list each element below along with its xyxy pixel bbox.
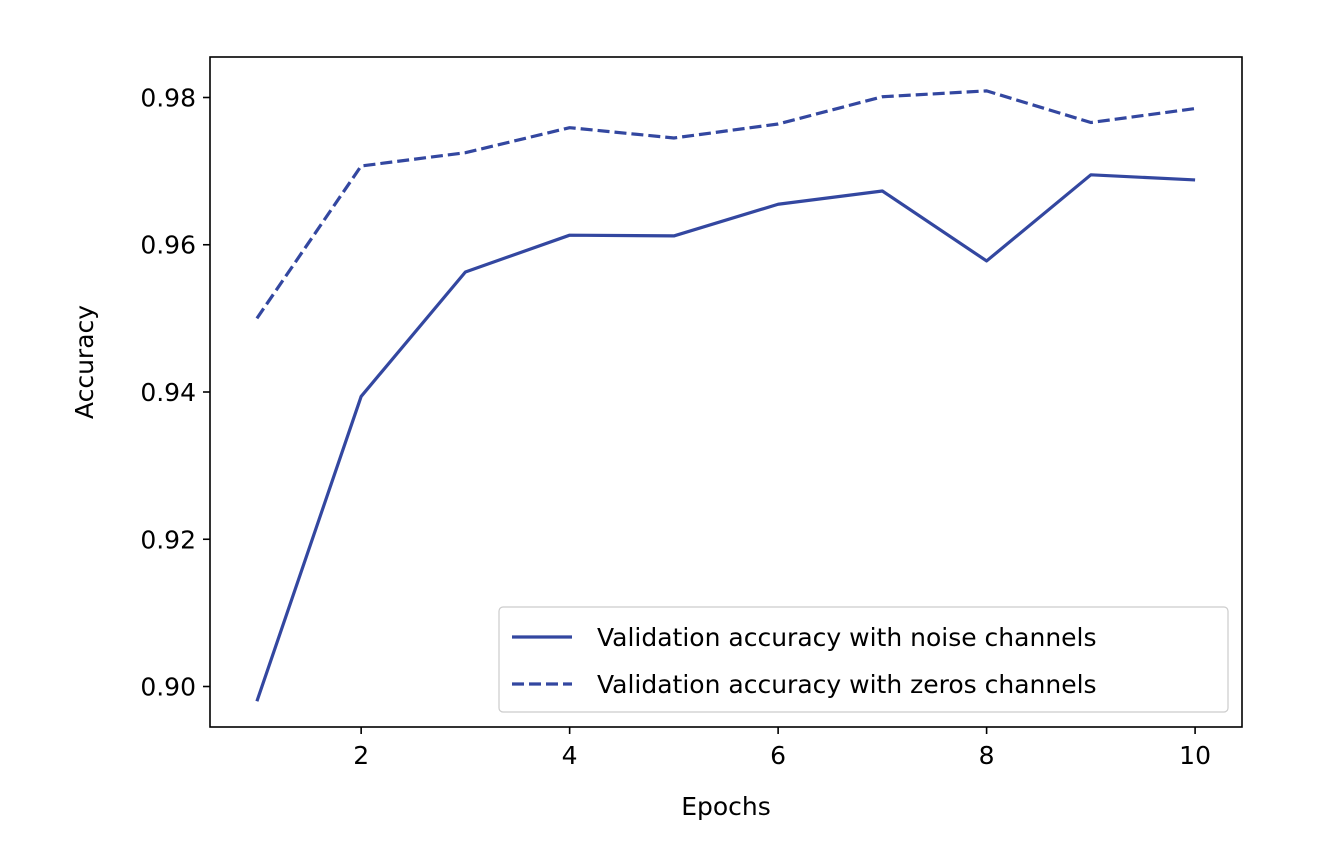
x-tick-label: 8 bbox=[979, 741, 995, 770]
x-tick-label: 2 bbox=[353, 741, 369, 770]
x-tick-label: 6 bbox=[770, 741, 786, 770]
series-layer bbox=[255, 89, 1196, 702]
legend-entries: Validation accuracy with noise channels V… bbox=[512, 623, 1097, 699]
x-tick-label: 10 bbox=[1179, 741, 1211, 770]
y-tick-label: 0.94 bbox=[140, 378, 196, 407]
y-tick-label: 0.90 bbox=[140, 673, 196, 702]
series-line-2 bbox=[255, 89, 1196, 320]
x-axis-label: Epochs bbox=[681, 792, 771, 821]
y-tick-label: 0.96 bbox=[140, 231, 196, 260]
legend-label-2: Validation accuracy with zeros channels bbox=[597, 670, 1097, 699]
legend-box bbox=[498, 606, 1229, 713]
y-axis-label: Accuracy bbox=[70, 305, 99, 419]
series-line-1 bbox=[255, 173, 1196, 702]
legend: Validation accuracy with noise channels V… bbox=[498, 606, 1229, 713]
y-axis: 0.90 0.92 0.94 0.96 0.98 bbox=[140, 83, 210, 702]
y-tick-label: 0.92 bbox=[140, 525, 196, 554]
x-tick-label: 4 bbox=[562, 741, 578, 770]
legend-label-1: Validation accuracy with noise channels bbox=[597, 623, 1097, 652]
x-axis: 2 4 6 8 10 bbox=[353, 727, 1211, 770]
y-tick-label: 0.98 bbox=[140, 83, 196, 112]
